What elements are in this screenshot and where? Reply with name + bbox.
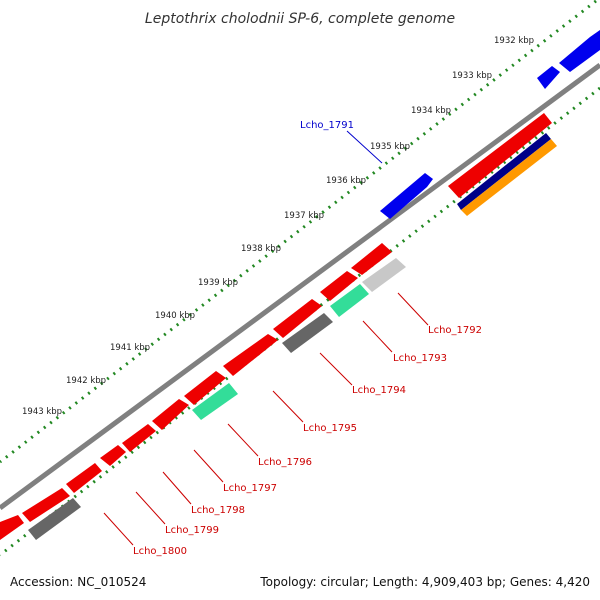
gene-arrow[interactable] <box>537 66 560 89</box>
inner-tick-row <box>0 86 600 557</box>
forward-genes <box>380 30 600 219</box>
gene-arrow-lcho-1795[interactable] <box>223 334 278 376</box>
leader-line-lcho-1796 <box>227 423 259 457</box>
gene-label-lcho-1791[interactable]: Lcho_1791 <box>300 120 354 131</box>
tick-label-1938: 1938 kbp <box>241 244 281 254</box>
gene-arrow[interactable] <box>448 113 552 198</box>
leader-line-lcho-1799 <box>135 491 166 525</box>
leader-line-lcho-1792 <box>397 292 429 326</box>
map-title: Leptothrix cholodnii SP-6, complete geno… <box>145 11 455 27</box>
gene-label-lcho-1800[interactable]: Lcho_1800 <box>133 546 187 557</box>
gene-label-lcho-1795[interactable]: Lcho_1795 <box>303 423 357 434</box>
tick-label-1943: 1943 kbp <box>22 407 62 417</box>
gene-arrow-lcho-1798[interactable] <box>122 424 156 452</box>
feature-teal <box>192 383 238 420</box>
genome-summary-text: Topology: circular; Length: 4,909,403 bp… <box>259 575 590 589</box>
leader-line-lcho-1795 <box>272 390 304 423</box>
label-leader-lines <box>103 130 429 546</box>
genome-backbone <box>0 62 600 511</box>
feature-gray <box>28 498 81 540</box>
leader-line-lcho-1791 <box>346 130 383 164</box>
gene-label-lcho-1796[interactable]: Lcho_1796 <box>258 457 312 468</box>
kbp-tick-labels: 1932 kbp 1933 kbp 1934 kbp 1935 kbp 1936… <box>22 36 534 417</box>
gene-arrow-lcho-1797[interactable] <box>152 399 189 430</box>
gene-label-lcho-1798[interactable]: Lcho_1798 <box>191 505 245 516</box>
gene-arrow[interactable] <box>22 488 70 522</box>
leader-line-lcho-1794 <box>319 352 353 386</box>
gene-arrow-lcho-1800[interactable] <box>66 463 102 493</box>
feature-tracks <box>28 133 557 540</box>
tick-label-1937: 1937 kbp <box>284 211 324 221</box>
outer-tick-row <box>0 0 597 464</box>
tick-label-1935: 1935 kbp <box>370 142 410 152</box>
gene-arrow-lcho-1792[interactable] <box>351 243 392 275</box>
feature-teal <box>330 284 369 317</box>
tick-label-1933: 1933 kbp <box>452 71 492 81</box>
gene-arrow[interactable] <box>0 515 24 540</box>
gene-arrow-lcho-1794[interactable] <box>273 299 322 338</box>
feature-navy <box>457 133 551 210</box>
leader-line-lcho-1793 <box>362 320 393 353</box>
accession-text: Accession: NC_010524 <box>10 575 146 589</box>
leader-line-lcho-1800 <box>103 512 134 546</box>
tick-label-1940: 1940 kbp <box>155 311 195 321</box>
tick-label-1939: 1939 kbp <box>198 278 238 288</box>
gene-arrow-lcho-1796[interactable] <box>184 371 226 405</box>
leader-line-lcho-1797 <box>193 449 224 483</box>
tick-label-1936: 1936 kbp <box>326 176 366 186</box>
feature-lightgray <box>362 258 406 292</box>
gene-label-lcho-1797[interactable]: Lcho_1797 <box>223 483 277 494</box>
tick-label-1941: 1941 kbp <box>110 343 150 353</box>
gene-arrow-lcho-1791[interactable] <box>380 173 433 219</box>
tick-label-1934: 1934 kbp <box>411 106 451 116</box>
leader-line-lcho-1798 <box>162 471 192 505</box>
gene-arrow[interactable] <box>559 30 600 72</box>
feature-orange <box>461 139 557 216</box>
gene-arrow-lcho-1799[interactable] <box>100 445 126 466</box>
gene-label-lcho-1799[interactable]: Lcho_1799 <box>165 525 219 536</box>
feature-gray <box>282 313 333 353</box>
gene-label-lcho-1794[interactable]: Lcho_1794 <box>352 385 406 396</box>
gene-label-lcho-1792[interactable]: Lcho_1792 <box>428 325 482 336</box>
gene-labels: Lcho_1791 Lcho_1792 Lcho_1793 Lcho_1794 … <box>133 120 482 557</box>
tick-label-1942: 1942 kbp <box>66 376 106 386</box>
gene-label-lcho-1793[interactable]: Lcho_1793 <box>393 353 447 364</box>
reverse-genes <box>0 113 552 540</box>
gene-arrow-lcho-1793[interactable] <box>320 271 358 301</box>
tick-label-1932: 1932 kbp <box>494 36 534 46</box>
